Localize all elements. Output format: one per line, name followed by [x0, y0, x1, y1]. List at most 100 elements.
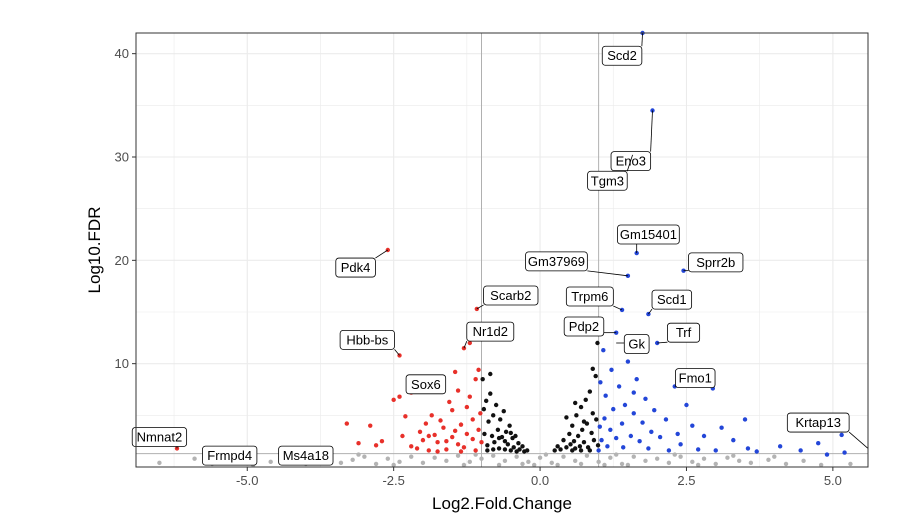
data-point-not_significant_fc [581, 440, 587, 445]
y-tick-label: 40 [115, 46, 129, 61]
gene-label-pdp2: Pdp2 [563, 316, 617, 337]
data-point-not_significant_fc [583, 397, 588, 403]
data-point-not_significant [350, 457, 355, 462]
data-point-not_significant [473, 452, 478, 457]
data-point-not_significant_fc [573, 400, 578, 406]
data-point-not_significant_fc [568, 442, 573, 447]
data-point-not_significant_fc [480, 376, 485, 382]
gene-label-text: Trpm6 [571, 289, 608, 304]
data-point-not_significant [801, 458, 806, 463]
data-point-not_significant [602, 462, 607, 468]
gene-label-box [675, 368, 716, 389]
data-point-not_significant [573, 458, 578, 463]
data-point-not_significant [613, 452, 619, 457]
data-point-not_significant_fc [485, 448, 490, 453]
data-point-down [417, 429, 423, 435]
data-point-not_significant_fc [502, 438, 508, 444]
data-point-up [609, 367, 614, 373]
data-point-up [608, 427, 613, 432]
gene-label-frmpd4: Frmpd4 [202, 445, 258, 466]
data-point-not_significant_fc [558, 447, 563, 452]
y-tick-label: 10 [115, 356, 129, 371]
data-point-not_significant [409, 454, 414, 459]
gene-label-pdk4: Pdk4 [335, 249, 389, 278]
data-point-down [400, 433, 405, 439]
gene-label-krtap13: Krtap13 [786, 412, 869, 449]
data-point-not_significant [654, 456, 660, 461]
data-point-up [643, 396, 648, 401]
data-point-not_significant_fc [503, 429, 509, 435]
gene-label-box [786, 412, 850, 433]
data-point-not_significant [432, 455, 437, 460]
gene-label-eno3: Eno3 [610, 110, 653, 172]
data-point-up [628, 433, 634, 439]
data-point-up [598, 380, 603, 385]
data-point-not_significant [631, 454, 636, 459]
data-point-not_significant_fc [555, 444, 560, 449]
data-point-not_significant_fc [493, 402, 499, 408]
gene-label-text: Nmnat2 [137, 430, 183, 445]
data-point-up [619, 421, 625, 426]
data-point-not_significant [578, 461, 584, 467]
gene-label-box [131, 427, 188, 447]
data-point-not_significant [520, 461, 525, 467]
data-point-not_significant [467, 459, 472, 465]
data-point-not_significant [192, 456, 197, 461]
data-point-up [631, 411, 636, 416]
data-point-down [373, 443, 379, 448]
data-point-down [344, 421, 350, 426]
data-point-not_significant [561, 454, 566, 459]
data-point-not_significant_fc [589, 430, 594, 436]
x-tick-label: 2.5 [677, 473, 695, 488]
data-point-down [379, 438, 385, 444]
data-point-up [816, 441, 821, 446]
x-tick-label: 5.0 [824, 473, 842, 488]
gene-label-text: Gk [628, 337, 645, 352]
data-point-not_significant_fc [507, 423, 512, 428]
data-point-not_significant_fc [501, 409, 506, 414]
data-point-not_significant [491, 453, 496, 458]
data-point-not_significant_fc [575, 433, 581, 439]
data-point-not_significant_fc [517, 447, 522, 452]
data-point-not_significant_fc [492, 440, 497, 445]
data-point-down [426, 448, 431, 453]
data-point-not_significant [356, 452, 361, 457]
data-point-not_significant_fc [508, 448, 513, 453]
data-point-not_significant_fc [491, 413, 496, 418]
data-point-not_significant [455, 453, 461, 458]
gene-label-leader [626, 154, 633, 172]
data-point-not_significant_fc [524, 448, 530, 453]
data-point-down [464, 404, 470, 410]
gene-label-text: Hbb-bs [346, 332, 388, 347]
data-point-not_significant_fc [590, 366, 595, 372]
data-point-not_significant [461, 462, 467, 468]
data-point-down [470, 417, 475, 422]
data-point-down [458, 422, 464, 427]
gene-label-text: Scd2 [607, 48, 637, 63]
data-point-not_significant_fc [578, 404, 584, 410]
data-point-up [842, 450, 847, 455]
data-point-not_significant_fc [591, 437, 597, 443]
data-point-not_significant_fc [561, 437, 566, 443]
gene-label-leader [394, 349, 400, 356]
data-point-down [435, 449, 440, 454]
gene-label-leader [648, 308, 653, 315]
gene-label-gm15401: Gm15401 [617, 224, 680, 254]
gene-label-text: Krtap13 [795, 415, 841, 430]
data-point-up [742, 417, 748, 422]
data-point-down [455, 442, 461, 447]
gene-labels: Scd2 Eno3Tgm3 Gm15401 Gm37969 Sprr2b Pdk4 Scar… [131, 32, 869, 466]
gene-label-box [651, 289, 693, 310]
gene-label-text: Trf [676, 325, 692, 340]
data-point-not_significant [619, 461, 625, 467]
data-point-not_significant_fc [486, 419, 491, 424]
data-point-up [634, 376, 639, 382]
data-point-not_significant_fc [595, 443, 601, 448]
data-point-not_significant [537, 455, 543, 460]
data-point-not_significant [672, 452, 677, 457]
data-point-down [476, 427, 481, 432]
gene-label-nr1d2: Nr1d2 [463, 321, 515, 349]
data-point-not_significant [766, 457, 771, 462]
data-point-up [678, 442, 683, 447]
